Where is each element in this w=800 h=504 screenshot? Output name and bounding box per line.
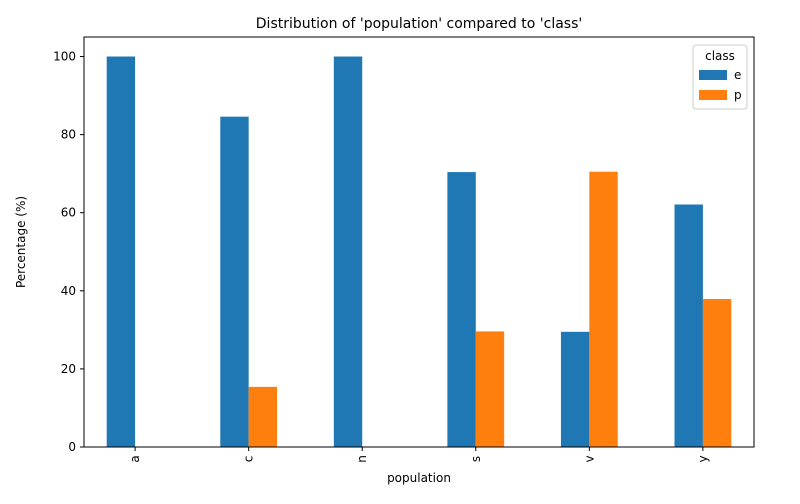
legend: class ep [692,44,748,110]
bar-e-c [220,116,249,447]
legend-swatch-e [699,70,727,80]
y-tick-label: 100 [53,50,76,64]
legend-title: class [705,49,735,63]
x-tick-label: n [355,455,369,463]
y-tick-label: 60 [61,206,76,220]
bar-e-v [560,331,590,447]
bar-e-y [674,204,703,447]
plot-frame [83,36,755,448]
bar-e-a [106,56,136,448]
y-tick-label: 80 [61,128,76,142]
y-tick-label: 0 [68,440,76,454]
bar-p-y [702,299,732,447]
bar-p-c [248,386,278,447]
x-tick-label: s [469,456,483,462]
bar-p-s [475,331,505,447]
legend-label-e: e [734,68,741,82]
bar-e-s [447,172,476,447]
bars-layer [106,56,732,448]
legend-swatch-p [699,90,727,100]
bar-e-n [333,56,363,448]
y-axis: 0 20 40 60 80 100 [53,50,84,454]
x-tick-label: y [696,455,710,462]
y-axis-label: Percentage (%) [14,196,28,288]
x-tick-label: v [582,455,596,462]
bar-p-v [589,171,618,447]
chart-title: Distribution of 'population' compared to… [256,16,582,32]
x-tick-label: a [128,455,142,462]
x-tick-label: c [242,456,256,463]
legend-label-p: p [734,88,742,102]
y-tick-label: 40 [61,284,76,298]
x-axis-label: population [387,471,451,485]
y-tick-label: 20 [61,362,76,376]
